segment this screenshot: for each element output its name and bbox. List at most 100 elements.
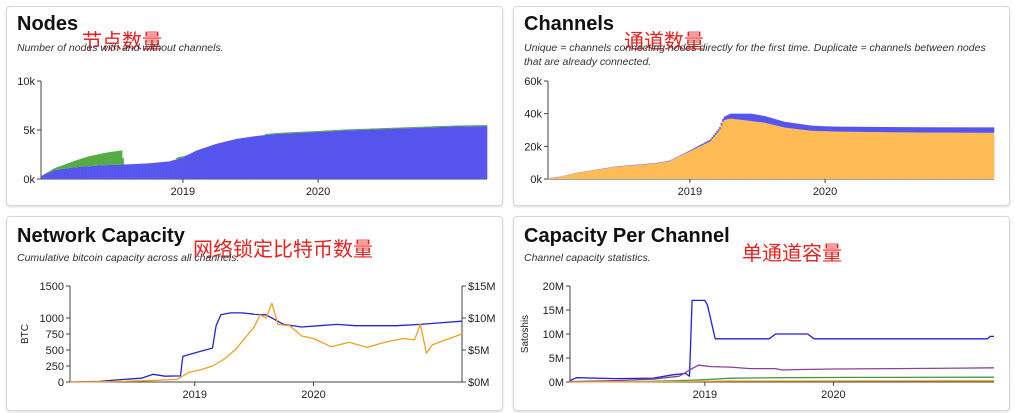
bar-green	[459, 125, 462, 127]
bar-orange	[918, 132, 921, 179]
bar-orange	[726, 119, 729, 179]
bar-blue	[336, 130, 339, 179]
bar-green	[66, 163, 69, 169]
bar-orange	[857, 131, 860, 179]
bar-blue	[729, 113, 732, 119]
bar-blue	[303, 132, 306, 179]
bar-blue	[260, 135, 263, 179]
bar-blue	[950, 127, 953, 133]
bar-blue	[746, 113, 749, 121]
bar-green	[117, 150, 120, 165]
bar-green	[435, 126, 438, 128]
bar-green	[351, 129, 354, 131]
bar-green	[353, 129, 356, 131]
bar-blue	[119, 164, 121, 179]
bar-orange	[929, 132, 932, 179]
bar-orange	[602, 168, 604, 179]
bar-green	[341, 129, 344, 131]
bar-blue	[63, 168, 66, 179]
bar-orange	[738, 119, 741, 179]
bar-blue	[161, 162, 163, 179]
bar-blue	[803, 124, 806, 130]
bar-blue	[413, 127, 416, 179]
bar-orange	[977, 132, 980, 179]
bar-orange	[759, 122, 762, 179]
bar-orange	[935, 132, 938, 179]
bar-blue	[308, 132, 311, 179]
bar-blue	[944, 127, 947, 133]
bar-orange	[810, 130, 813, 179]
bar-blue	[800, 124, 803, 130]
bar-green	[384, 128, 387, 130]
bar-orange	[896, 132, 899, 179]
bar-blue	[989, 127, 992, 133]
bar-blue	[288, 133, 291, 179]
bar-green	[414, 126, 417, 128]
bar-blue	[42, 175, 45, 179]
bar-blue	[924, 127, 927, 133]
bar-blue	[866, 126, 869, 132]
bar-blue	[872, 126, 875, 133]
bar-orange	[804, 130, 807, 179]
bar-green	[47, 172, 49, 174]
bar-blue	[410, 128, 413, 179]
y2-tick-label: $15M	[468, 281, 496, 293]
bar-green	[338, 129, 341, 131]
bar-green	[428, 126, 431, 128]
bar-blue	[938, 127, 941, 133]
bar-orange	[710, 140, 712, 179]
bar-blue	[284, 133, 287, 179]
bar-blue	[228, 140, 231, 179]
bar-green	[467, 125, 470, 127]
bar-orange	[987, 132, 990, 179]
bar-green	[327, 130, 330, 132]
x-tick-label: 2019	[678, 186, 702, 198]
bar-blue	[257, 135, 260, 179]
bar-blue	[359, 129, 362, 179]
bar-orange	[953, 132, 956, 179]
bar-green	[363, 128, 366, 130]
bar-blue	[701, 144, 703, 146]
bar-green	[290, 132, 293, 134]
bar-blue	[414, 127, 417, 179]
bar-orange	[833, 131, 836, 179]
bar-orange	[723, 120, 726, 179]
bar-blue	[935, 127, 938, 133]
bar-orange	[617, 166, 619, 179]
bar-orange	[689, 151, 691, 179]
bar-green	[306, 131, 309, 133]
bar-green	[272, 133, 275, 135]
bar-blue	[165, 161, 168, 179]
bar-green	[65, 164, 67, 169]
bar-orange	[872, 132, 875, 179]
bar-blue	[41, 175, 43, 179]
bar-green	[87, 156, 90, 167]
bar-orange	[642, 164, 645, 179]
bar-orange	[780, 126, 783, 179]
bar-orange	[755, 121, 758, 179]
bar-green	[470, 125, 473, 127]
bar-orange	[842, 131, 845, 179]
bar-blue	[245, 137, 248, 179]
bar-orange	[843, 131, 846, 179]
bar-blue	[251, 136, 254, 179]
bar-orange	[848, 131, 851, 179]
bar-orange	[624, 165, 627, 179]
bar-blue	[356, 130, 359, 179]
bar-blue	[806, 125, 809, 131]
bar-green	[177, 156, 180, 159]
bar-blue	[767, 117, 770, 124]
bar-orange	[641, 164, 643, 179]
bar-blue	[159, 162, 162, 179]
bar-blue	[896, 127, 899, 133]
bar-blue	[747, 113, 750, 121]
bar-orange	[861, 131, 864, 179]
bar-green	[371, 128, 374, 130]
bar-blue	[708, 140, 711, 142]
bar-blue	[983, 127, 986, 133]
bar-green	[60, 165, 63, 170]
bar-orange	[618, 166, 621, 179]
bar-blue	[956, 127, 959, 133]
bar-orange	[737, 119, 740, 179]
bar-green	[374, 128, 377, 130]
